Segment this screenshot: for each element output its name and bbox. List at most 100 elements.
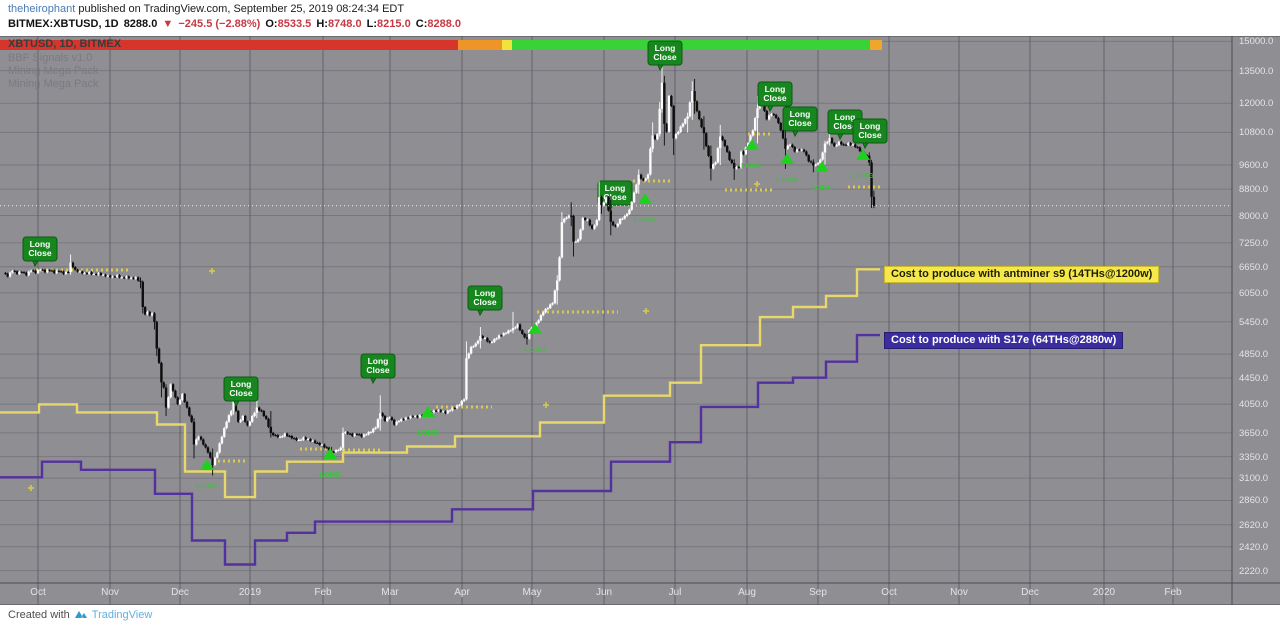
candle — [688, 102, 692, 117]
candle — [374, 427, 377, 429]
tradingview-brand-link[interactable]: TradingView — [91, 609, 153, 621]
candle — [120, 277, 124, 279]
candle — [653, 135, 657, 140]
candle — [313, 440, 317, 443]
candle — [320, 444, 324, 446]
candle — [248, 421, 252, 426]
candle — [625, 213, 629, 216]
candle — [416, 415, 419, 418]
candle — [819, 159, 822, 164]
footer: Created with TradingView — [0, 605, 1280, 628]
candle — [262, 411, 266, 417]
candle — [744, 147, 748, 155]
candle — [714, 162, 717, 165]
candle — [241, 415, 245, 420]
candle — [453, 408, 456, 410]
candle — [83, 273, 86, 275]
candle — [274, 435, 277, 437]
candle — [351, 433, 354, 436]
candle — [216, 452, 219, 458]
candle — [418, 415, 422, 418]
signal-heat-bar-segment — [458, 40, 502, 50]
candle — [854, 144, 857, 148]
candle — [206, 447, 210, 453]
time-axis[interactable]: Oct Nov Dec 2019 Feb Mar Apr May Jun Jul Aug Sep Oct… — [0, 583, 1232, 605]
candle — [446, 410, 449, 414]
candle — [414, 415, 417, 417]
high-label: H: — [316, 18, 328, 30]
low-value: 8215.0 — [377, 18, 411, 30]
price-change: −245.5 (−2.88%) — [178, 18, 261, 30]
candle — [185, 401, 189, 408]
price-tick-label: 7250.0 — [1239, 237, 1269, 249]
candle — [155, 321, 158, 349]
cost-label-s17e[interactable]: Cost to produce with S17e (64THs@2880w) — [884, 332, 1124, 349]
candle — [570, 215, 573, 217]
candle — [311, 440, 314, 442]
time-tick-label: Mar — [381, 587, 399, 598]
candle — [136, 277, 140, 281]
candle — [756, 108, 759, 119]
long-triangle-marker — [323, 448, 337, 459]
candle — [698, 111, 701, 120]
candle — [767, 115, 771, 120]
candle — [400, 419, 403, 422]
down-arrow-icon: ▼ — [162, 18, 174, 30]
symbol-name: BITMEX:XBTUSD, 1D — [8, 18, 119, 30]
candle — [835, 145, 838, 147]
candle — [441, 411, 445, 413]
candle — [784, 138, 787, 149]
price-tick-label: 15000.0 — [1239, 36, 1274, 48]
legend-indicator-mining-mega-pack-1[interactable]: Mining Mega Pack — [8, 65, 99, 77]
time-tick-label: Dec — [1021, 587, 1039, 598]
candle — [372, 428, 375, 433]
candle — [772, 114, 775, 116]
candle — [642, 178, 645, 181]
candle — [95, 273, 98, 275]
candle — [390, 417, 394, 420]
candle — [55, 271, 58, 274]
candle — [563, 218, 566, 223]
candle — [600, 197, 603, 206]
candle — [467, 353, 470, 359]
cost-line-s9 — [0, 268, 880, 499]
candle — [716, 148, 720, 163]
candle — [397, 421, 401, 423]
candle — [830, 138, 834, 144]
cost-label-antminer-s9[interactable]: Cost to produce with antminer s9 (14THs@… — [884, 266, 1160, 283]
candle — [705, 133, 708, 147]
candle — [276, 435, 280, 438]
candle — [127, 276, 131, 279]
long-triangle-marker — [815, 161, 829, 172]
candle — [588, 219, 592, 226]
candle — [211, 457, 214, 466]
candle — [823, 143, 827, 153]
price-axis[interactable]: 15000.0 13500.0 12000.0 10800.0 9600.0 8800.0… — [1232, 36, 1280, 605]
candle — [660, 82, 664, 109]
candle — [674, 134, 678, 139]
long-triangle-marker — [856, 149, 870, 160]
candle — [556, 280, 559, 291]
candle — [39, 269, 42, 271]
candle — [271, 432, 275, 436]
legend-indicator-bbf-signals[interactable]: BBF Signals v1.0 — [8, 52, 93, 64]
candle — [616, 223, 619, 227]
candle — [74, 267, 77, 270]
candle — [122, 277, 126, 279]
candle — [404, 417, 408, 420]
candle — [353, 434, 356, 436]
candle — [516, 324, 519, 328]
legend-indicator-mining-mega-pack-2[interactable]: Mining Mega Pack — [8, 78, 99, 90]
author-link[interactable]: theheirophant — [8, 3, 76, 15]
legend-symbol-row[interactable]: XBTUSD, 1D, BITMEX — [8, 38, 122, 50]
candle — [679, 126, 682, 132]
candle — [323, 444, 326, 448]
candle — [595, 220, 599, 226]
time-tick-label: Apr — [454, 587, 470, 598]
time-tick-label: Dec — [171, 587, 189, 598]
candle — [798, 149, 801, 151]
candle — [41, 269, 44, 271]
